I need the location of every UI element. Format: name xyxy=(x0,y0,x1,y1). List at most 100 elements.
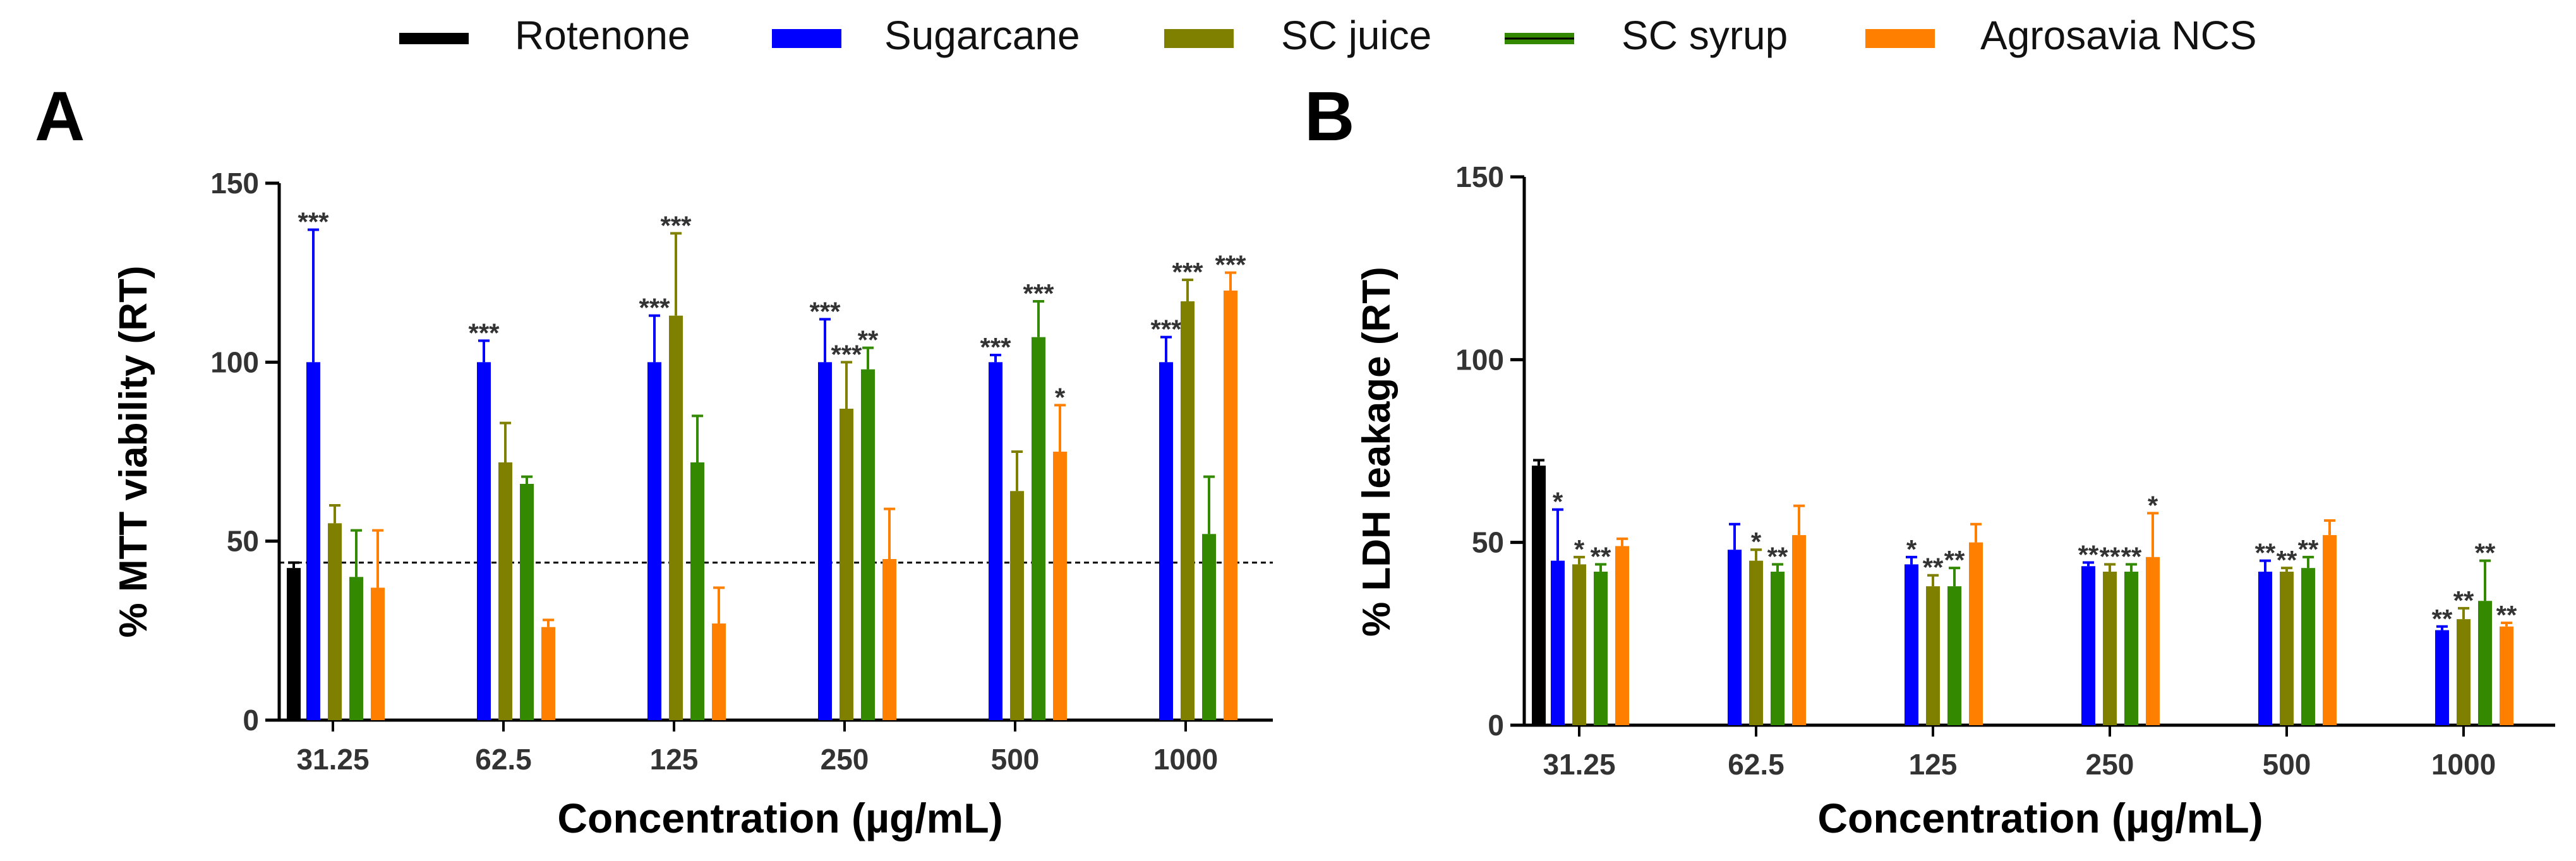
significance-label: ** xyxy=(2496,600,2517,630)
bar-sc-syrup xyxy=(2124,571,2138,725)
bar-agrosavia-ncs xyxy=(1224,291,1237,720)
bar-sc-juice xyxy=(2457,619,2471,725)
significance-label: *** xyxy=(468,318,500,347)
bar-sugarcane xyxy=(477,362,491,720)
x-axis-label: Concentration (µg/mL) xyxy=(557,795,1002,841)
bar-agrosavia-ncs xyxy=(2146,557,2160,725)
significance-label: ** xyxy=(1944,545,1965,575)
significance-label: ** xyxy=(2453,586,2474,615)
y-tick-label: 150 xyxy=(1455,160,1504,193)
bar-agrosavia-ncs xyxy=(712,623,726,720)
significance-label: ** xyxy=(1591,541,1611,571)
bar-agrosavia-ncs xyxy=(1792,535,1806,725)
bar-sc-syrup xyxy=(1032,337,1045,720)
bar-sugarcane xyxy=(2081,566,2095,725)
significance-label: *** xyxy=(639,293,670,323)
significance-label: ** xyxy=(2475,538,2496,568)
bar-sc-syrup xyxy=(1202,534,1216,720)
significance-label: ** xyxy=(2432,604,2453,634)
significance-label: *** xyxy=(831,339,862,369)
bar-sugarcane xyxy=(1728,550,1742,725)
legend-label-sugarcane: Sugarcane xyxy=(884,13,1080,58)
bar-agrosavia-ncs xyxy=(1053,452,1067,720)
x-tick-label: 1000 xyxy=(1153,743,1218,776)
significance-label: *** xyxy=(980,332,1011,362)
significance-label: ** xyxy=(2100,541,2121,571)
panel-a: A 0 50 100 150 % MTT viability (RT) Concentrat… xyxy=(35,78,1273,841)
y-axis-label: % LDH leakage (RT) xyxy=(1355,267,1399,637)
bar-sugarcane xyxy=(1159,362,1173,720)
significance-label: *** xyxy=(298,207,329,237)
legend-swatch-sugarcane xyxy=(772,29,841,48)
y-tick-label: 100 xyxy=(210,346,259,378)
x-tick-label: 62.5 xyxy=(1728,748,1785,781)
x-tick-label: 62.5 xyxy=(475,743,532,776)
significance-label: *** xyxy=(1150,315,1182,344)
significance-label: *** xyxy=(1215,250,1246,280)
bar-sc-juice xyxy=(1181,301,1195,720)
panel-letter: A xyxy=(35,78,85,155)
bar-sc-juice xyxy=(840,409,853,720)
bar-sc-juice xyxy=(1926,586,1940,725)
y-tick-label: 50 xyxy=(227,525,259,558)
significance-label: *** xyxy=(809,296,841,326)
significance-label: ** xyxy=(2277,545,2297,575)
x-tick-label: 31.25 xyxy=(296,743,369,776)
y-tick-label: 0 xyxy=(243,704,259,737)
bar-sc-juice xyxy=(1572,564,1586,725)
y-axis-label: % MTT viability (RT) xyxy=(112,266,155,638)
bar-sc-juice xyxy=(669,315,683,721)
bar-agrosavia-ncs xyxy=(2323,535,2337,725)
bar-sc-juice xyxy=(498,462,512,720)
significance-label: * xyxy=(1055,382,1066,412)
legend-label-sc-syrup: SC syrup xyxy=(1622,13,1788,58)
x-tick-label: 125 xyxy=(650,743,699,776)
bar-sugarcane xyxy=(647,362,661,720)
bar-sugarcane xyxy=(1905,564,1918,725)
significance-label: ** xyxy=(2298,534,2319,564)
bar-sc-syrup xyxy=(2478,601,2492,725)
bar-rotenone xyxy=(287,568,301,720)
significance-label: * xyxy=(1574,534,1585,564)
bar-sc-juice xyxy=(1010,491,1024,720)
bar-agrosavia-ncs xyxy=(371,587,385,720)
legend-label-agrosavia-ncs: Agrosavia NCS xyxy=(1980,13,2257,58)
bar-sc-juice xyxy=(2280,571,2294,725)
bar-sc-juice xyxy=(1749,560,1763,725)
legend: Rotenone Sugarcane SC juice SC syrup Agrosav… xyxy=(399,13,2257,58)
bar-sc-syrup xyxy=(690,462,704,720)
significance-label: ** xyxy=(2255,538,2276,568)
legend-label-sc-juice: SC juice xyxy=(1281,13,1431,58)
x-tick-label: 125 xyxy=(1909,748,1958,781)
bar-agrosavia-ncs xyxy=(541,627,555,720)
bar-sugarcane xyxy=(2258,571,2272,725)
legend-label-rotenone: Rotenone xyxy=(515,13,690,58)
y-tick-label: 150 xyxy=(210,167,259,200)
y-tick-label: 100 xyxy=(1455,343,1504,376)
bar-rotenone xyxy=(1532,466,1546,725)
legend-swatch-agrosavia-ncs xyxy=(1865,29,1935,48)
bar-sc-syrup xyxy=(1594,571,1608,725)
x-tick-label: 500 xyxy=(991,743,1040,776)
significance-label: * xyxy=(1751,527,1762,557)
bar-sc-juice xyxy=(2103,571,2117,725)
bar-agrosavia-ncs xyxy=(2500,626,2513,725)
bar-agrosavia-ncs xyxy=(1615,546,1629,725)
bar-sugarcane xyxy=(306,362,320,720)
x-tick-label: 250 xyxy=(821,743,869,776)
significance-label: * xyxy=(1906,534,1917,564)
bar-sc-syrup xyxy=(349,577,363,720)
bar-sc-syrup xyxy=(1947,586,1961,725)
x-tick-label: 1000 xyxy=(2431,748,2496,781)
significance-label: ** xyxy=(2078,539,2099,569)
legend-swatch-sc-juice xyxy=(1164,29,1234,48)
x-tick-label: 31.25 xyxy=(1543,748,1615,781)
bar-sc-juice xyxy=(328,523,342,720)
significance-label: *** xyxy=(660,210,692,240)
bar-sc-syrup xyxy=(2301,568,2315,725)
x-axis-label: Concentration (µg/mL) xyxy=(1817,795,2263,841)
significance-label: * xyxy=(2148,490,2158,520)
bar-sugarcane xyxy=(989,362,1002,720)
panel-letter: B xyxy=(1304,78,1354,155)
bar-agrosavia-ncs xyxy=(1969,542,1983,725)
